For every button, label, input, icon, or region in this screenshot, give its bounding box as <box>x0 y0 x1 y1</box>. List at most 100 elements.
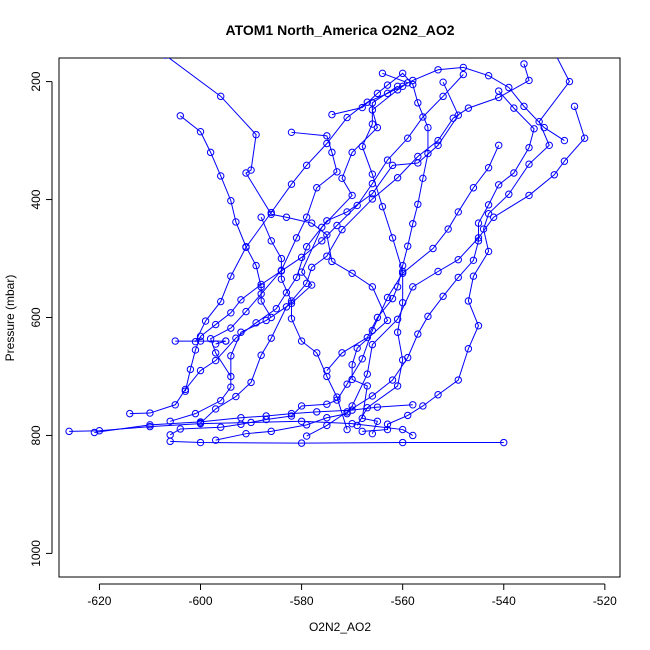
data-point <box>297 439 306 447</box>
x-tick-label: -520 <box>593 594 617 608</box>
data-point <box>388 161 397 170</box>
data-point <box>378 202 387 211</box>
data-point <box>267 427 275 436</box>
series-15 <box>181 70 468 395</box>
data-point <box>242 429 250 438</box>
data-point <box>368 429 377 438</box>
series-13 <box>206 128 341 381</box>
data-point <box>323 217 331 225</box>
data-point <box>196 438 205 447</box>
x-axis-label: O2N2_AO2 <box>309 620 371 634</box>
data-point <box>282 213 291 221</box>
data-point <box>333 221 341 230</box>
data-point <box>424 123 432 132</box>
data-point <box>211 436 220 444</box>
series-line <box>168 58 389 434</box>
x-tick-label: -600 <box>188 594 212 608</box>
data-point <box>545 141 553 149</box>
data-point <box>333 168 341 176</box>
series-1 <box>162 58 392 438</box>
data-point <box>373 417 382 425</box>
data-point <box>393 283 402 291</box>
data-point <box>510 169 518 177</box>
data-point <box>404 242 412 250</box>
data-point <box>398 299 407 307</box>
data-point <box>313 349 321 357</box>
data-point <box>525 143 533 152</box>
data-point <box>525 191 533 200</box>
x-tick-label: -560 <box>391 594 415 608</box>
data-point <box>484 201 493 209</box>
data-point <box>297 417 306 425</box>
data-point <box>206 148 215 157</box>
data-point <box>383 156 392 164</box>
data-point <box>90 428 99 437</box>
series-19 <box>176 112 275 322</box>
data-point <box>474 219 483 227</box>
data-point <box>358 427 366 436</box>
data-point <box>363 98 371 106</box>
data-point <box>191 346 200 354</box>
data-point <box>368 283 377 291</box>
data-point <box>176 112 184 120</box>
data-point <box>388 294 397 303</box>
data-point <box>287 412 296 420</box>
axes: -620 -600 -580 -560 -540 -520 200 400 600 800 1000 <box>29 57 621 608</box>
data-point <box>398 69 407 78</box>
data-point <box>495 181 503 189</box>
data-point <box>393 382 402 390</box>
series-line <box>326 72 429 371</box>
data-point <box>297 253 306 262</box>
data-point <box>146 409 154 417</box>
data-point <box>489 213 498 221</box>
data-point <box>242 243 250 251</box>
series-7 <box>166 141 503 439</box>
data-point <box>409 220 417 228</box>
data-point <box>454 376 462 384</box>
data-point <box>551 49 557 55</box>
data-point <box>540 123 548 132</box>
data-point <box>469 256 478 264</box>
plot-area <box>65 49 589 447</box>
data-point <box>338 349 346 357</box>
data-point <box>237 296 245 304</box>
data-point <box>565 77 574 86</box>
data-point <box>277 254 286 263</box>
data-point <box>348 419 356 428</box>
data-point <box>211 356 220 365</box>
data-point <box>373 403 382 411</box>
data-point <box>368 99 377 107</box>
data-point <box>333 393 341 401</box>
data-point <box>358 142 366 151</box>
data-point <box>469 272 478 280</box>
y-tick-label: 200 <box>29 71 43 91</box>
data-point <box>469 184 478 192</box>
data-point <box>308 219 316 227</box>
data-point <box>348 148 356 157</box>
chart-title: ATOM1 North_America O2N2_AO2 <box>226 22 455 38</box>
data-point <box>580 134 589 142</box>
data-point <box>358 355 366 363</box>
data-point <box>328 257 336 266</box>
data-point <box>404 353 412 362</box>
data-point <box>227 372 235 381</box>
y-tick-label: 1000 <box>29 540 43 567</box>
series-16 <box>302 87 538 440</box>
data-point <box>267 237 275 245</box>
data-point <box>348 191 356 200</box>
data-point <box>247 378 255 387</box>
x-tick-label: -540 <box>492 594 516 608</box>
data-point <box>474 322 483 330</box>
data-point <box>95 427 104 435</box>
data-point <box>227 352 235 360</box>
data-point <box>464 297 473 305</box>
data-point <box>424 149 432 158</box>
series-12 <box>353 82 407 430</box>
data-point <box>323 421 331 430</box>
data-point <box>368 392 377 400</box>
data-point <box>439 292 447 300</box>
data-point <box>353 421 361 430</box>
data-point <box>398 261 407 270</box>
data-point <box>414 99 422 107</box>
